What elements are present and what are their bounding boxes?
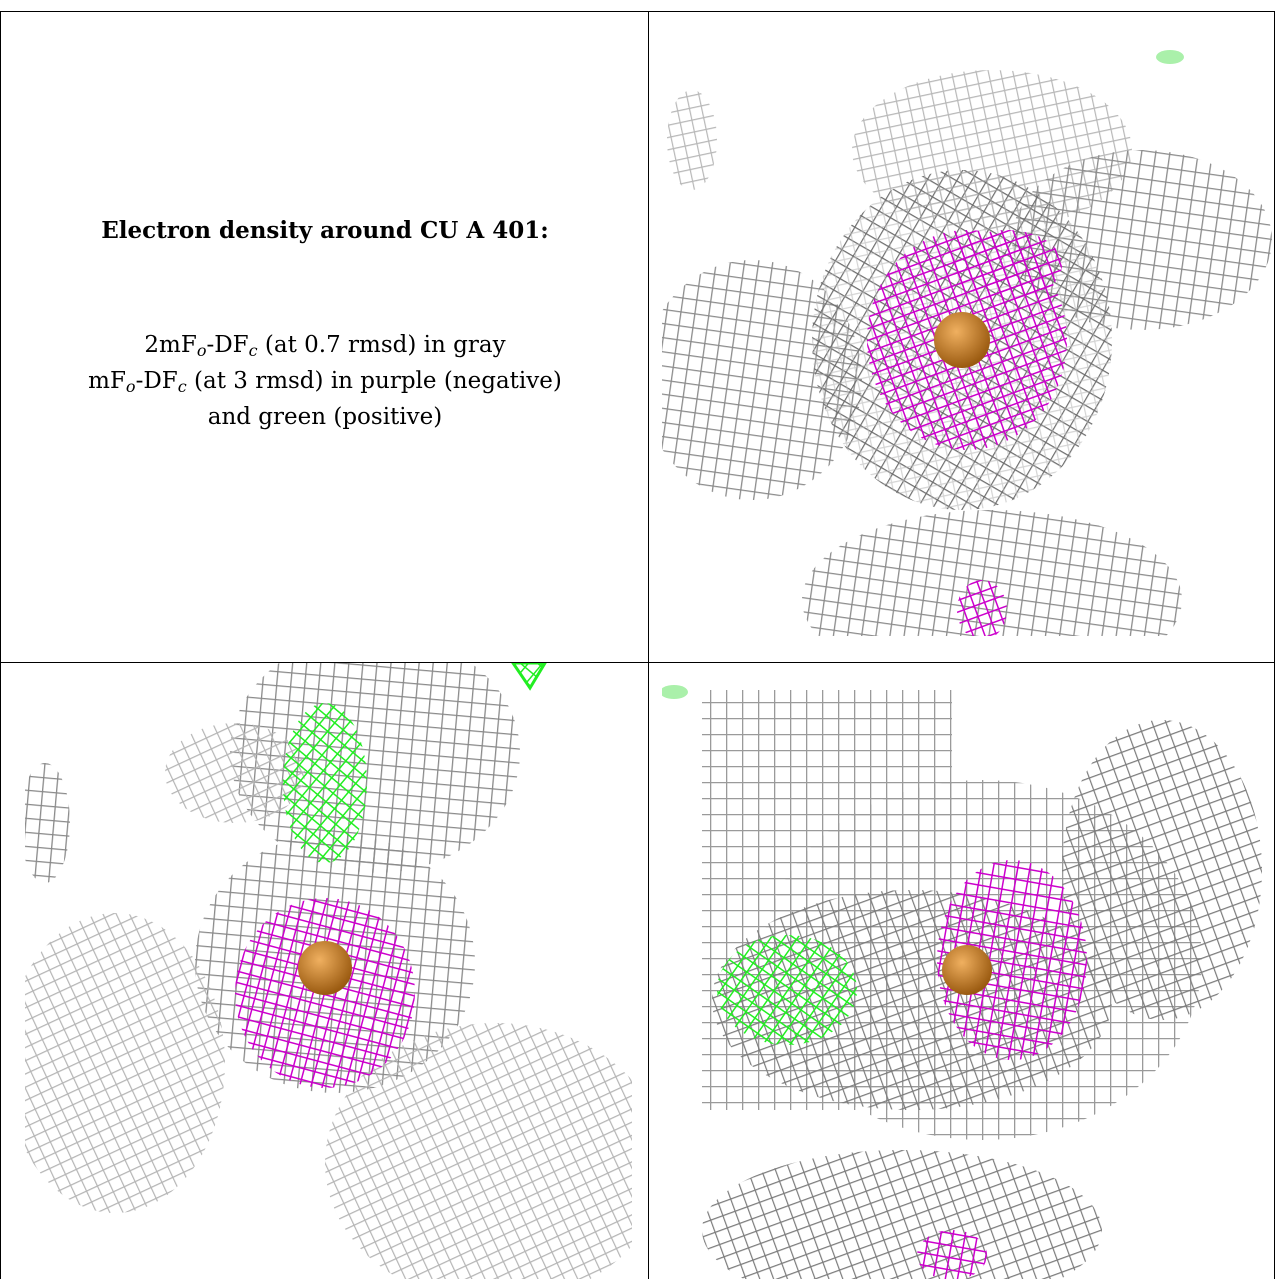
caption-line-fo-fc: mFo-DFc (at 3 rmsd) in purple (negative) <box>88 368 562 396</box>
negative-density-mesh <box>917 1230 987 1279</box>
density-view-top-right <box>662 40 1274 636</box>
copper-atom <box>298 941 352 995</box>
negative-density-mesh <box>937 860 1087 1060</box>
positive-density-blob <box>1156 50 1184 64</box>
positive-density-blob <box>662 685 688 699</box>
positive-density-mesh <box>283 703 367 863</box>
gray-mesh-blob <box>1062 720 1262 1020</box>
gray-mesh-blob <box>802 510 1182 636</box>
density-view-bottom-left <box>25 663 632 1279</box>
gray-mesh-blob <box>165 723 305 823</box>
gray-mesh-blob <box>325 1023 632 1279</box>
negative-density-mesh <box>952 230 1062 300</box>
center-divider <box>648 11 649 1279</box>
caption-title: Electron density around CU A 401: <box>101 217 549 244</box>
caption-line-colors: and green (positive) <box>207 404 443 430</box>
copper-atom <box>942 945 992 995</box>
gray-mesh-blob <box>667 90 717 190</box>
copper-atom <box>934 312 990 368</box>
gray-mesh-blob <box>25 913 225 1213</box>
positive-density-mesh <box>511 663 547 691</box>
negative-density-mesh <box>957 580 1007 636</box>
caption-line-2fo-fc: 2mFo-DFc (at 0.7 rmsd) in gray <box>144 332 506 360</box>
left-border <box>0 11 1 1279</box>
middle-divider <box>0 662 1275 663</box>
gray-mesh-blob <box>25 763 70 883</box>
gray-mesh-blob <box>662 260 862 500</box>
positive-density-mesh <box>717 935 857 1045</box>
caption-cell: Electron density around CU A 401: 2mFo-D… <box>1 12 649 662</box>
top-border <box>0 11 1275 12</box>
density-view-bottom-right <box>662 670 1274 1279</box>
gray-mesh-blob <box>702 1150 1102 1279</box>
